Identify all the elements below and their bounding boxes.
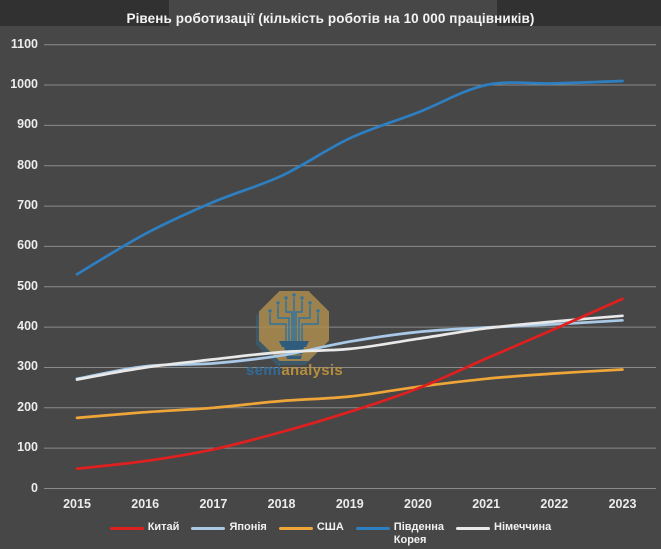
legend-label-japan: Японія bbox=[229, 521, 267, 533]
wordmark-semi: semi bbox=[246, 362, 282, 379]
x-axis-tick-label: 2020 bbox=[404, 497, 432, 511]
legend-swatch-japan bbox=[191, 527, 226, 530]
series-line-south-korea bbox=[75, 79, 624, 276]
logo-circuit-dots bbox=[268, 293, 320, 313]
legend-label-china: Китай bbox=[147, 521, 180, 533]
x-axis-tick-label: 2017 bbox=[199, 497, 228, 511]
y-axis-tick-label: 1100 bbox=[10, 36, 38, 51]
x-axis-tick-label: 2016 bbox=[131, 497, 160, 511]
y-axis-tick-label: 0 bbox=[31, 480, 38, 495]
legend-swatch-germany bbox=[456, 527, 491, 530]
legend-item-south-korea: Південна Корея bbox=[355, 521, 445, 546]
series-lines bbox=[75, 79, 624, 471]
series-line-usa bbox=[75, 368, 624, 420]
legend-swatch-south-korea bbox=[355, 527, 390, 530]
series-line-china bbox=[75, 297, 624, 471]
y-axis-tick-label: 100 bbox=[17, 440, 38, 455]
legend-label-south-korea: Південна Корея bbox=[393, 521, 445, 546]
semianalysis-logo-icon bbox=[256, 291, 329, 365]
y-axis-tick-label: 900 bbox=[17, 117, 38, 132]
wordmark-analysis: analysis bbox=[281, 362, 343, 379]
legend-item-china: Китай bbox=[109, 521, 180, 534]
y-axis-tick-label: 400 bbox=[17, 319, 38, 334]
legend-item-usa: США bbox=[278, 521, 344, 534]
chart-title: Рівень роботизації (кількість роботів на… bbox=[126, 11, 535, 26]
y-axis-tick-label: 200 bbox=[17, 399, 38, 414]
legend-label-usa: США bbox=[316, 521, 344, 533]
gridlines bbox=[44, 44, 656, 489]
y-axis-tick-label: 600 bbox=[17, 238, 38, 253]
chart-legend: Китай Японія США Південна Корея Німеччина bbox=[0, 521, 661, 546]
x-axis-tick-label: 2015 bbox=[63, 497, 91, 511]
y-axis-tick-label: 800 bbox=[17, 157, 38, 172]
legend-item-japan: Японія bbox=[191, 521, 267, 534]
x-axis-tick-label: 2023 bbox=[608, 497, 637, 511]
top-right-dark-strip bbox=[497, 0, 661, 26]
x-axis-tick-label: 2022 bbox=[540, 497, 569, 511]
x-axis-tick-label: 2018 bbox=[267, 497, 296, 511]
logo-circuit-tree-icon bbox=[269, 297, 319, 342]
y-axis-tick-label: 1000 bbox=[10, 77, 38, 92]
y-axis-tick-label: 700 bbox=[17, 198, 38, 213]
y-axis-tick-label: 300 bbox=[17, 359, 38, 374]
series-line-germany bbox=[75, 314, 624, 381]
x-axis-tick-label: 2019 bbox=[335, 497, 364, 511]
legend-item-germany: Німеччина bbox=[456, 521, 551, 534]
watermark-wordmark: semianalysis bbox=[229, 362, 360, 379]
top-left-dark-strip bbox=[0, 0, 169, 26]
legend-swatch-usa bbox=[278, 527, 313, 530]
legend-swatch-china bbox=[109, 527, 144, 530]
y-axis-tick-label: 500 bbox=[17, 278, 38, 293]
x-axis-tick-label: 2021 bbox=[472, 497, 501, 511]
legend-label-germany: Німеччина bbox=[494, 521, 552, 533]
